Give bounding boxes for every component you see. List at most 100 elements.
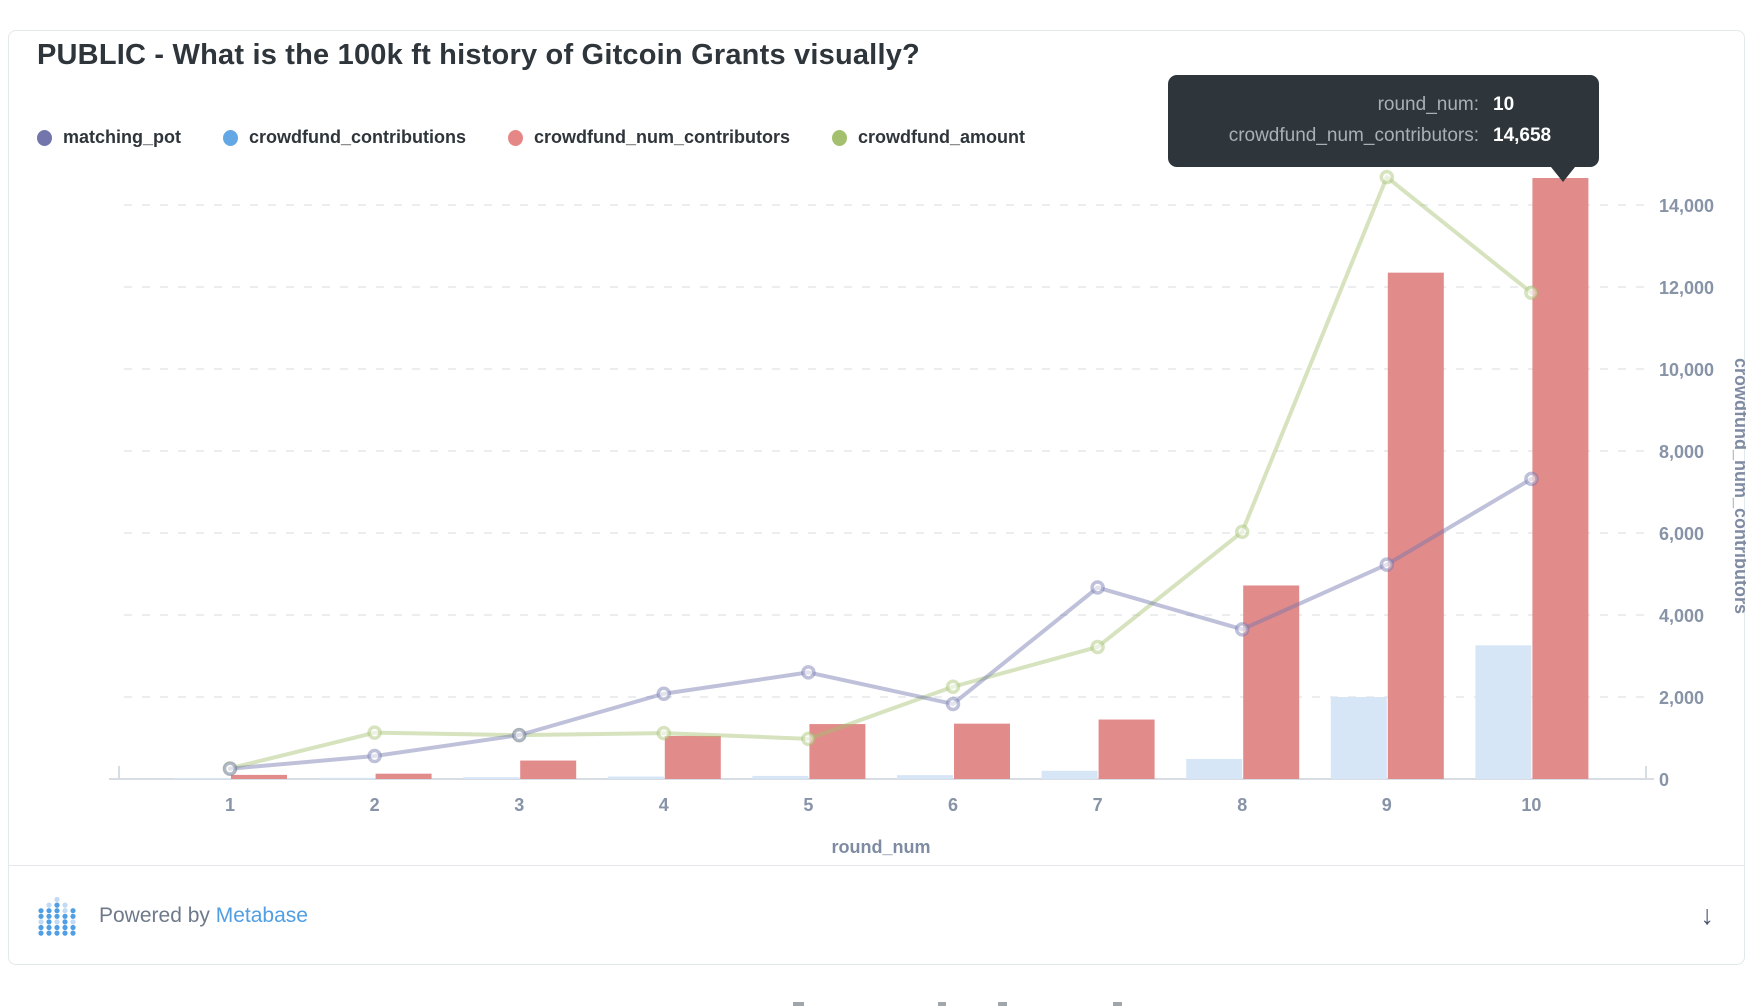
logo-dot [54,924,60,930]
legend-item-crowdfund_amount[interactable]: crowdfund_amount [832,127,1025,148]
y-axis-tick-label: 12,000 [1659,278,1714,298]
point-matching_pot-round-10[interactable] [1524,471,1539,487]
x-axis-tick-label: 2 [370,795,380,815]
logo-dot [54,918,60,924]
logo-dot [62,902,68,908]
point-matching_pot-round-3[interactable] [511,727,527,743]
bar-crowdfund_num_contributors-round-7[interactable] [1098,719,1155,779]
point-matching_pot-round-6[interactable] [945,696,961,712]
y-axis-tick-label: 0 [1659,770,1669,790]
point-crowdfund_amount-round-7[interactable] [1090,639,1105,655]
logo-dot [70,913,76,919]
logo-dot [54,907,60,913]
point-crowdfund_amount-round-8[interactable] [1234,524,1250,540]
logo-dot [38,907,44,913]
x-axis-tick-label: 3 [514,795,524,815]
legend-dot-icon [508,129,523,146]
point-crowdfund_amount-round-10[interactable] [1524,285,1539,300]
logo-dot [70,930,76,936]
cutoff-text-fragment [1113,1002,1122,1006]
logo-dot [70,907,76,913]
bar-crowdfund_num_contributors-round-3[interactable] [520,760,577,779]
bar-crowdfund_num_contributors-round-4[interactable] [664,735,721,779]
question-card: PUBLIC - What is the 100k ft history of … [8,30,1746,965]
x-axis-title: round_num [832,837,931,857]
legend-item-matching_pot[interactable]: matching_pot [37,127,181,148]
logo-dot [62,930,68,936]
bar-crowdfund_num_contributors-round-1[interactable] [231,774,287,779]
logo-dot [62,924,68,930]
tooltip-value: 10 [1493,93,1515,115]
bar-crowdfund_contributions-round-8[interactable] [1186,758,1243,779]
x-axis-tick-label: 8 [1237,795,1247,815]
point-matching_pot-round-9[interactable] [1379,557,1395,572]
logo-dot [38,924,44,930]
x-axis-tick-label: 4 [659,795,669,815]
tooltip-label: crowdfund_num_contributors: [1228,124,1479,146]
logo-dot [46,930,52,936]
y-axis-tick-label: 14,000 [1659,196,1714,216]
y-axis-tick-label: 4,000 [1659,606,1704,626]
point-crowdfund_amount-round-2[interactable] [367,725,382,740]
bar-crowdfund_contributions-round-6[interactable] [897,775,953,779]
cutoff-text-fragment [793,1002,804,1006]
point-matching_pot-round-7[interactable] [1090,580,1105,595]
logo-dot [38,913,44,919]
powered-by-label: Powered by [99,903,210,927]
bar-crowdfund_num_contributors-round-5[interactable] [809,724,866,779]
legend-dot-icon [37,129,52,146]
point-crowdfund_amount-round-4[interactable] [656,725,672,741]
cutoff-text-fragment [998,1002,1007,1006]
line-crowdfund_amount [228,175,1534,771]
point-matching_pot-round-8[interactable] [1234,622,1250,637]
bar-crowdfund_num_contributors-round-8[interactable] [1243,585,1300,779]
powered-by-text: Powered by Metabase [99,904,308,928]
logo-dot [54,902,60,908]
embed-footer: Powered by Metabase ↓ [9,865,1744,965]
legend-dot-icon [223,129,239,146]
bar-crowdfund_contributions-round-1[interactable] [174,778,230,779]
metabase-link[interactable]: Metabase [215,903,308,927]
point-matching_pot-round-4[interactable] [656,686,672,701]
bar-crowdfund_contributions-round-3[interactable] [463,777,520,779]
bar-crowdfund_contributions-round-5[interactable] [752,775,809,779]
line-matching_pot [228,476,1534,771]
legend-label: crowdfund_contributions [249,127,466,147]
bar-crowdfund_contributions-round-7[interactable] [1041,770,1098,779]
download-icon[interactable]: ↓ [1700,900,1715,930]
logo-dot [54,913,60,919]
point-matching_pot-round-2[interactable] [367,748,382,764]
x-axis-tick-label: 6 [948,795,958,815]
logo-dot [46,918,52,924]
bar-crowdfund_num_contributors-round-2[interactable] [375,773,432,779]
chart-legend: matching_pot crowdfund_contributions crowd… [37,127,1025,148]
x-axis-tick-label: 5 [803,795,813,815]
logo-dot [46,913,52,919]
legend-dot-icon [832,129,847,146]
legend-item-crowdfund_contributions[interactable]: crowdfund_contributions [223,127,466,148]
point-crowdfund_amount-round-9[interactable] [1379,169,1395,185]
bar-crowdfund_contributions-round-9[interactable] [1330,697,1387,779]
bar-crowdfund_contributions-round-2[interactable] [318,777,375,779]
point-crowdfund_amount-round-5[interactable] [801,731,816,747]
point-matching_pot-round-1[interactable] [222,761,238,776]
bar-crowdfund_num_contributors-round-10[interactable] [1532,178,1589,780]
bar-crowdfund_contributions-round-4[interactable] [607,776,664,779]
chart-tooltip: round_num: 10 crowdfund_num_contributors… [1168,75,1599,182]
cutoff-text-fragment [938,1002,946,1006]
tooltip-pointer-icon [1551,167,1575,182]
logo-dot [38,930,44,936]
point-crowdfund_amount-round-6[interactable] [945,679,961,694]
chart-svg: 0 2,000 4,000 6,000 8,000 10,000 12,000 14,000 1… [109,169,1746,857]
logo-dot [38,918,44,924]
y-axis-tick-label: 6,000 [1659,524,1704,544]
bar-crowdfund_contributions-round-10[interactable] [1475,645,1532,779]
tooltip-label: round_num: [1377,93,1479,115]
point-matching_pot-round-5[interactable] [801,665,816,680]
logo-dot [54,896,60,902]
logo-dot [70,924,76,930]
bar-crowdfund_num_contributors-round-9[interactable] [1387,272,1444,779]
bar-crowdfund_num_contributors-round-6[interactable] [954,723,1010,779]
legend-item-crowdfund_num_contributors[interactable]: crowdfund_num_contributors [508,127,790,148]
logo-dot [46,902,52,908]
